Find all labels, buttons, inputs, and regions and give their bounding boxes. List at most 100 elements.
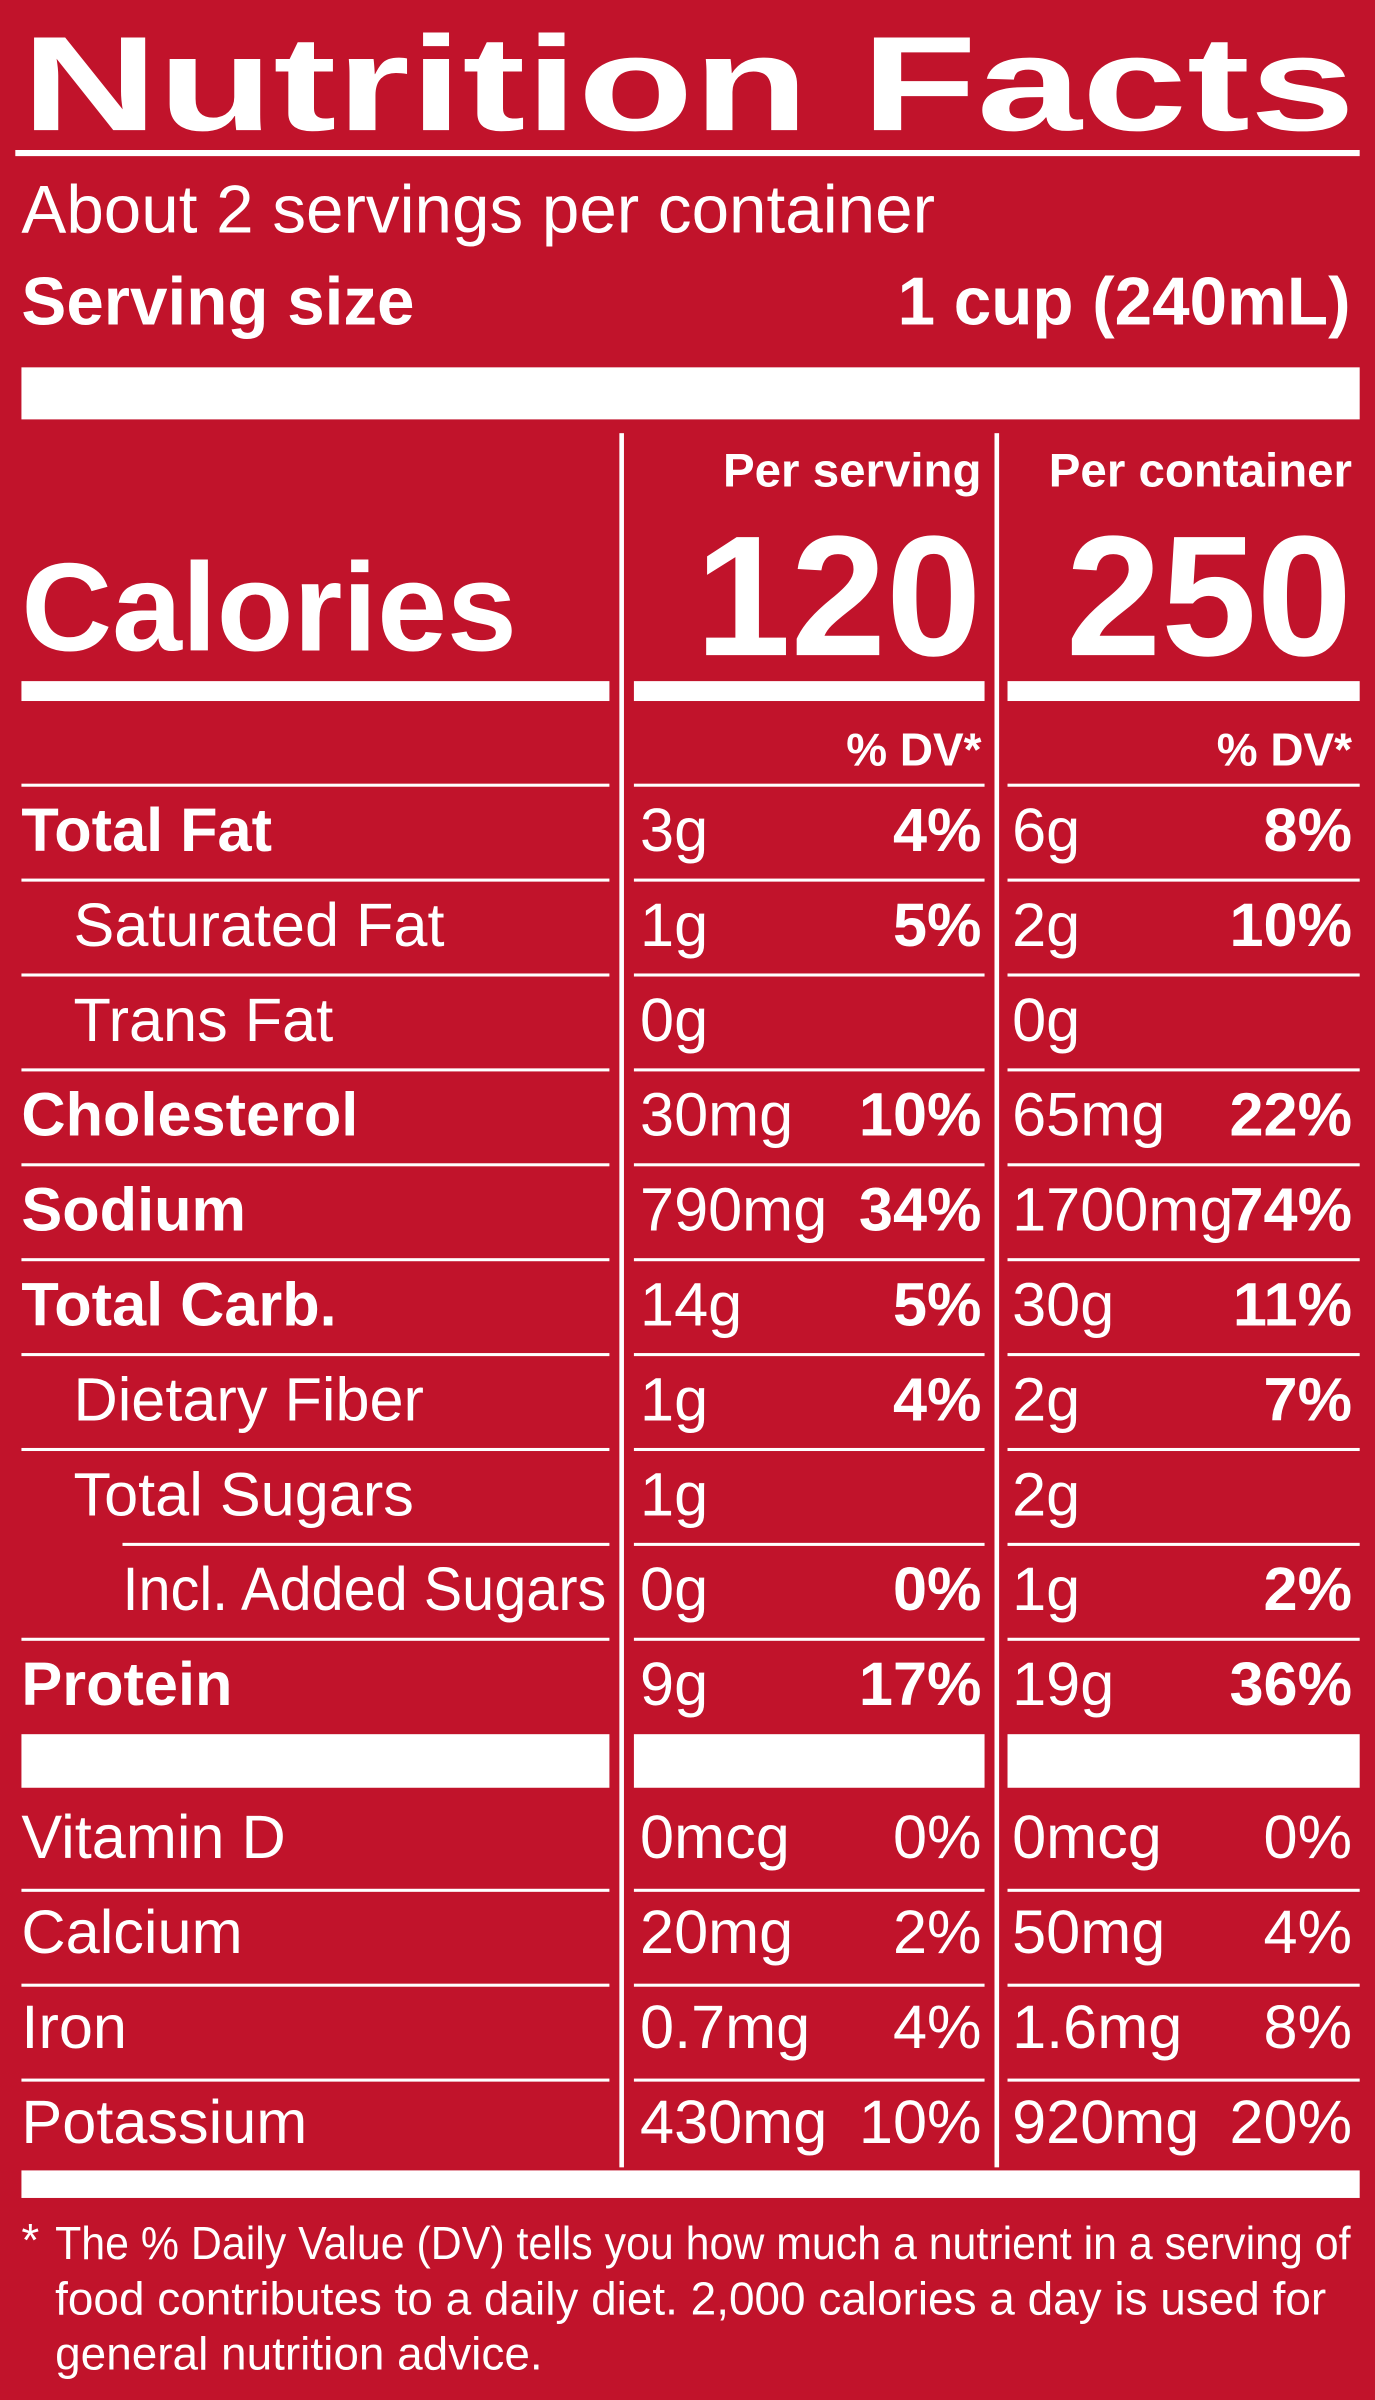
footnote-line: general nutrition advice. — [55, 2327, 543, 2379]
thick-rule — [21, 367, 1360, 420]
amount: 1.6mg — [1012, 1993, 1182, 2061]
daily-value: 20% — [1229, 2088, 1352, 2156]
title: Nutrition Facts — [21, 8, 1355, 159]
thick-rule — [633, 681, 985, 702]
amount: 50mg — [1012, 1898, 1165, 1966]
row-rule — [122, 1542, 610, 1546]
nutrient-name-bold: Total Carb. — [21, 1271, 336, 1339]
footnote-line: food contributes to a daily diet. 2,000 … — [55, 2272, 1326, 2324]
amount: 9g — [640, 1650, 708, 1718]
amount: 1g — [1012, 1555, 1080, 1623]
daily-value: 10% — [859, 2088, 982, 2156]
row-rule — [633, 2078, 985, 2082]
row-rule — [21, 1447, 610, 1452]
amount: 65mg — [1012, 1081, 1165, 1149]
row-rule — [1007, 783, 1360, 787]
thick-rule — [1007, 681, 1360, 702]
amount: 1g — [640, 1365, 708, 1433]
column-heading: Per serving — [723, 445, 981, 498]
row-rule — [1007, 1542, 1360, 1546]
row-rule — [633, 878, 985, 882]
row-rule — [1007, 1353, 1360, 1357]
amount: 0.7mg — [640, 1993, 810, 2061]
row-rule — [633, 1068, 985, 1072]
amount: 1g — [640, 1460, 708, 1528]
footnote-mark: * — [21, 2214, 39, 2266]
nutrient-name: Incl. Added Sugars — [122, 1555, 606, 1623]
daily-value: 4% — [893, 796, 982, 864]
row-rule — [21, 878, 610, 882]
row-rule — [21, 973, 610, 977]
rule — [15, 150, 1360, 157]
amount: 0g — [640, 1555, 708, 1623]
row-rule — [633, 1163, 985, 1167]
daily-value: 36% — [1229, 1650, 1352, 1718]
row-rule — [633, 973, 985, 977]
row-rule — [633, 1353, 985, 1357]
amount: 6g — [1012, 796, 1080, 864]
calories-value: 250 — [1066, 501, 1352, 692]
row-rule — [1007, 1258, 1360, 1262]
amount: 430mg — [640, 2088, 827, 2156]
nutrient-name: Total Sugars — [73, 1460, 413, 1528]
amount: 790mg — [640, 1176, 827, 1244]
nutrient-name-bold: Total Fat — [21, 796, 272, 864]
thick-rule — [21, 2170, 1360, 2198]
row-rule — [1007, 973, 1360, 977]
row-rule — [21, 1983, 610, 1987]
row-rule — [21, 783, 610, 787]
amount: 1g — [640, 891, 708, 959]
row-rule — [633, 1542, 985, 1546]
daily-value: 4% — [893, 1365, 982, 1433]
serving-size-label: Serving size — [21, 265, 414, 340]
daily-value: 0% — [1264, 1803, 1353, 1871]
nutrient-name-bold: Cholesterol — [21, 1081, 358, 1149]
amount: 1700mg — [1012, 1176, 1233, 1244]
row-rule — [633, 1447, 985, 1452]
daily-value: 7% — [1264, 1365, 1353, 1433]
daily-value: 5% — [893, 1271, 982, 1339]
nutrient-name: Dietary Fiber — [73, 1365, 423, 1433]
daily-value: 0% — [893, 1803, 982, 1871]
amount: 3g — [640, 796, 708, 864]
nutrient-name: Potassium — [21, 2088, 307, 2156]
row-rule — [633, 1983, 985, 1987]
thick-rule — [633, 1734, 985, 1788]
daily-value: 0% — [893, 1555, 982, 1623]
row-rule — [1007, 1163, 1360, 1167]
daily-value: 17% — [859, 1650, 982, 1718]
column-divider — [619, 433, 624, 2168]
row-rule — [1007, 2078, 1360, 2082]
daily-value: 34% — [859, 1176, 982, 1244]
calories-value: 120 — [695, 501, 981, 692]
amount: 30g — [1012, 1271, 1114, 1339]
nutrient-name: Saturated Fat — [73, 891, 444, 959]
amount: 14g — [640, 1271, 742, 1339]
daily-value: 8% — [1264, 796, 1353, 864]
row-rule — [1007, 1637, 1360, 1641]
row-rule — [21, 1068, 610, 1072]
amount: 2g — [1012, 1365, 1080, 1433]
row-rule — [1007, 1888, 1360, 1892]
row-rule — [633, 1258, 985, 1262]
row-rule — [1007, 878, 1360, 882]
daily-value: 2% — [893, 1898, 982, 1966]
daily-value: 11% — [1233, 1271, 1352, 1339]
amount: 0g — [640, 986, 708, 1054]
amount: 2g — [1012, 891, 1080, 959]
row-rule — [21, 1637, 610, 1641]
row-rule — [1007, 1447, 1360, 1452]
serving-size-value: 1 cup (240mL) — [898, 265, 1351, 340]
row-rule — [633, 783, 985, 787]
amount: 20mg — [640, 1898, 793, 1966]
row-rule — [21, 1258, 610, 1262]
daily-value: 74% — [1229, 1176, 1352, 1244]
daily-value: 2% — [1264, 1555, 1353, 1623]
daily-value: 22% — [1229, 1081, 1352, 1149]
nutrient-name: Trans Fat — [73, 986, 333, 1054]
row-rule — [633, 1637, 985, 1641]
daily-value: 10% — [859, 1081, 982, 1149]
row-rule — [21, 1888, 610, 1892]
